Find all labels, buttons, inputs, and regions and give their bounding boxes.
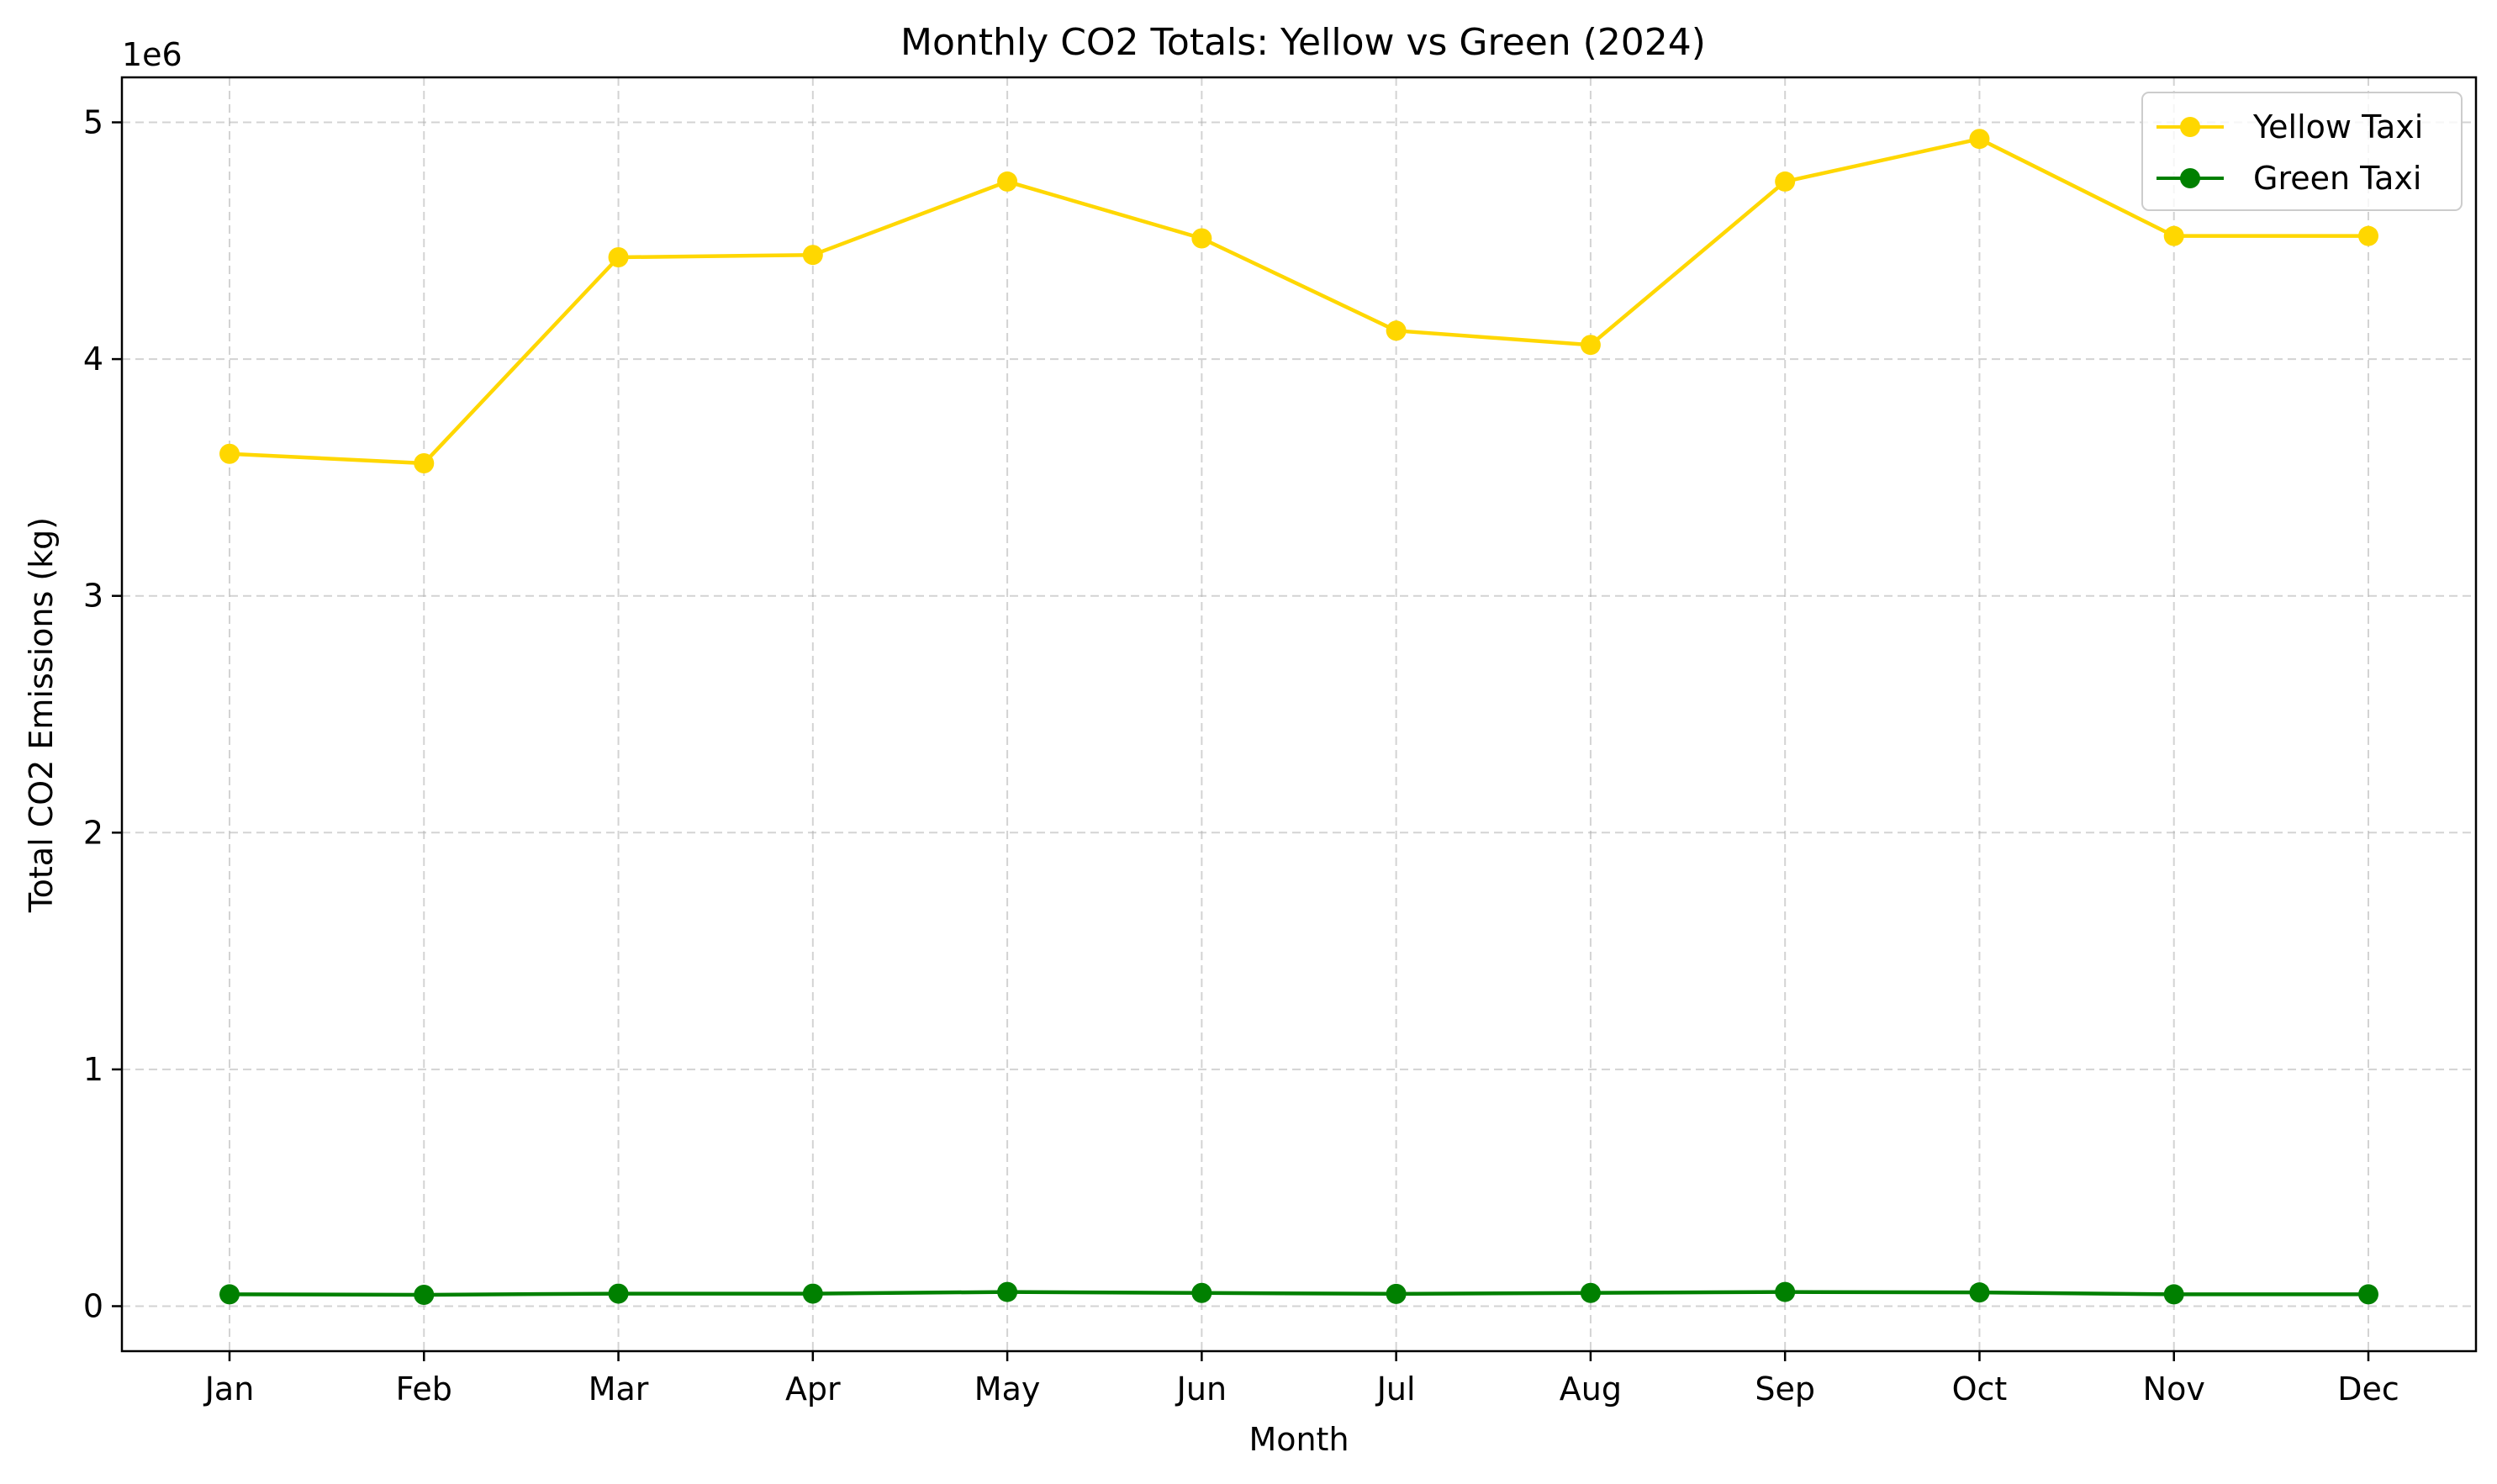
data-point-yellow-taxi-nov — [2163, 225, 2184, 246]
x-tick-label-apr: Apr — [785, 1370, 841, 1407]
x-tick-label-sep: Sep — [1755, 1370, 1815, 1407]
y-tick-label-5: 5 — [83, 104, 103, 141]
x-tick-label-jun: Jun — [1175, 1370, 1227, 1407]
data-point-green-taxi-jul — [1386, 1283, 1407, 1304]
data-point-green-taxi-dec — [2358, 1284, 2378, 1305]
data-point-green-taxi-jun — [1191, 1282, 1212, 1303]
x-tick-label-oct: Oct — [1952, 1370, 2008, 1407]
legend-label-yellow-taxi: Yellow Taxi — [2252, 108, 2423, 145]
x-tick-label-jul: Jul — [1375, 1370, 1416, 1407]
data-point-green-taxi-may — [997, 1281, 1018, 1302]
legend-box — [2141, 92, 2463, 211]
data-point-yellow-taxi-jun — [1191, 228, 1212, 249]
data-point-yellow-taxi-oct — [1969, 129, 1990, 150]
data-point-green-taxi-sep — [1775, 1281, 1796, 1302]
legend-marker-green-taxi — [2180, 168, 2200, 188]
y-tick-label-4: 4 — [83, 341, 103, 378]
y-axis: 0 1 2 3 4 5 — [83, 104, 122, 1324]
data-point-yellow-taxi-aug — [1580, 335, 1601, 356]
x-tick-label-feb: Feb — [396, 1370, 452, 1407]
data-point-green-taxi-jan — [219, 1284, 240, 1305]
legend-marker-yellow-taxi — [2180, 117, 2200, 137]
y-tick-label-2: 2 — [83, 814, 103, 851]
x-tick-label-jan: Jan — [203, 1370, 255, 1407]
data-point-yellow-taxi-feb — [414, 453, 435, 474]
data-point-yellow-taxi-dec — [2358, 225, 2378, 246]
data-point-green-taxi-oct — [1969, 1282, 1990, 1303]
data-point-green-taxi-feb — [414, 1284, 435, 1305]
data-point-green-taxi-mar — [608, 1283, 629, 1304]
x-tick-label-dec: Dec — [2337, 1370, 2399, 1407]
y-tick-label-1: 1 — [83, 1051, 103, 1088]
x-tick-label-mar: Mar — [589, 1370, 649, 1407]
y-offset-label: 1e6 — [122, 36, 182, 73]
legend: Yellow Taxi Green Taxi — [2141, 92, 2463, 211]
plot-frame — [120, 76, 2478, 1353]
y-axis-label: Total CO2 Emissions (kg) — [23, 517, 60, 913]
series-layer — [219, 129, 2378, 1305]
series-line-green-taxi — [227, 1290, 2371, 1297]
legend-label-green-taxi: Green Taxi — [2253, 160, 2421, 197]
y-tick-label-0: 0 — [83, 1287, 103, 1324]
data-point-green-taxi-nov — [2163, 1284, 2184, 1305]
data-point-yellow-taxi-apr — [802, 245, 823, 266]
x-axis: Jan Feb Mar Apr May Jun Jul Aug Sep Oct Nov Dec — [203, 1351, 2399, 1407]
data-point-yellow-taxi-mar — [608, 247, 629, 268]
x-axis-label: Month — [1248, 1421, 1349, 1458]
y-tick-label-3: 3 — [83, 578, 103, 615]
data-point-yellow-taxi-jan — [219, 443, 240, 464]
data-point-yellow-taxi-may — [997, 171, 1018, 192]
data-point-yellow-taxi-jul — [1386, 320, 1407, 341]
series-line-yellow-taxi — [227, 136, 2371, 466]
x-tick-label-nov: Nov — [2143, 1370, 2205, 1407]
data-point-yellow-taxi-sep — [1775, 171, 1796, 192]
data-point-green-taxi-aug — [1580, 1282, 1601, 1303]
x-tick-label-may: May — [974, 1370, 1041, 1407]
x-tick-label-aug: Aug — [1560, 1370, 1622, 1407]
chart-title: Monthly CO2 Totals: Yellow vs Green (202… — [900, 21, 1706, 64]
legend-item-green-taxi: Green Taxi — [2156, 160, 2421, 197]
grid — [122, 77, 2476, 1351]
legend-item-yellow-taxi: Yellow Taxi — [2156, 108, 2423, 145]
data-point-green-taxi-apr — [802, 1283, 823, 1304]
